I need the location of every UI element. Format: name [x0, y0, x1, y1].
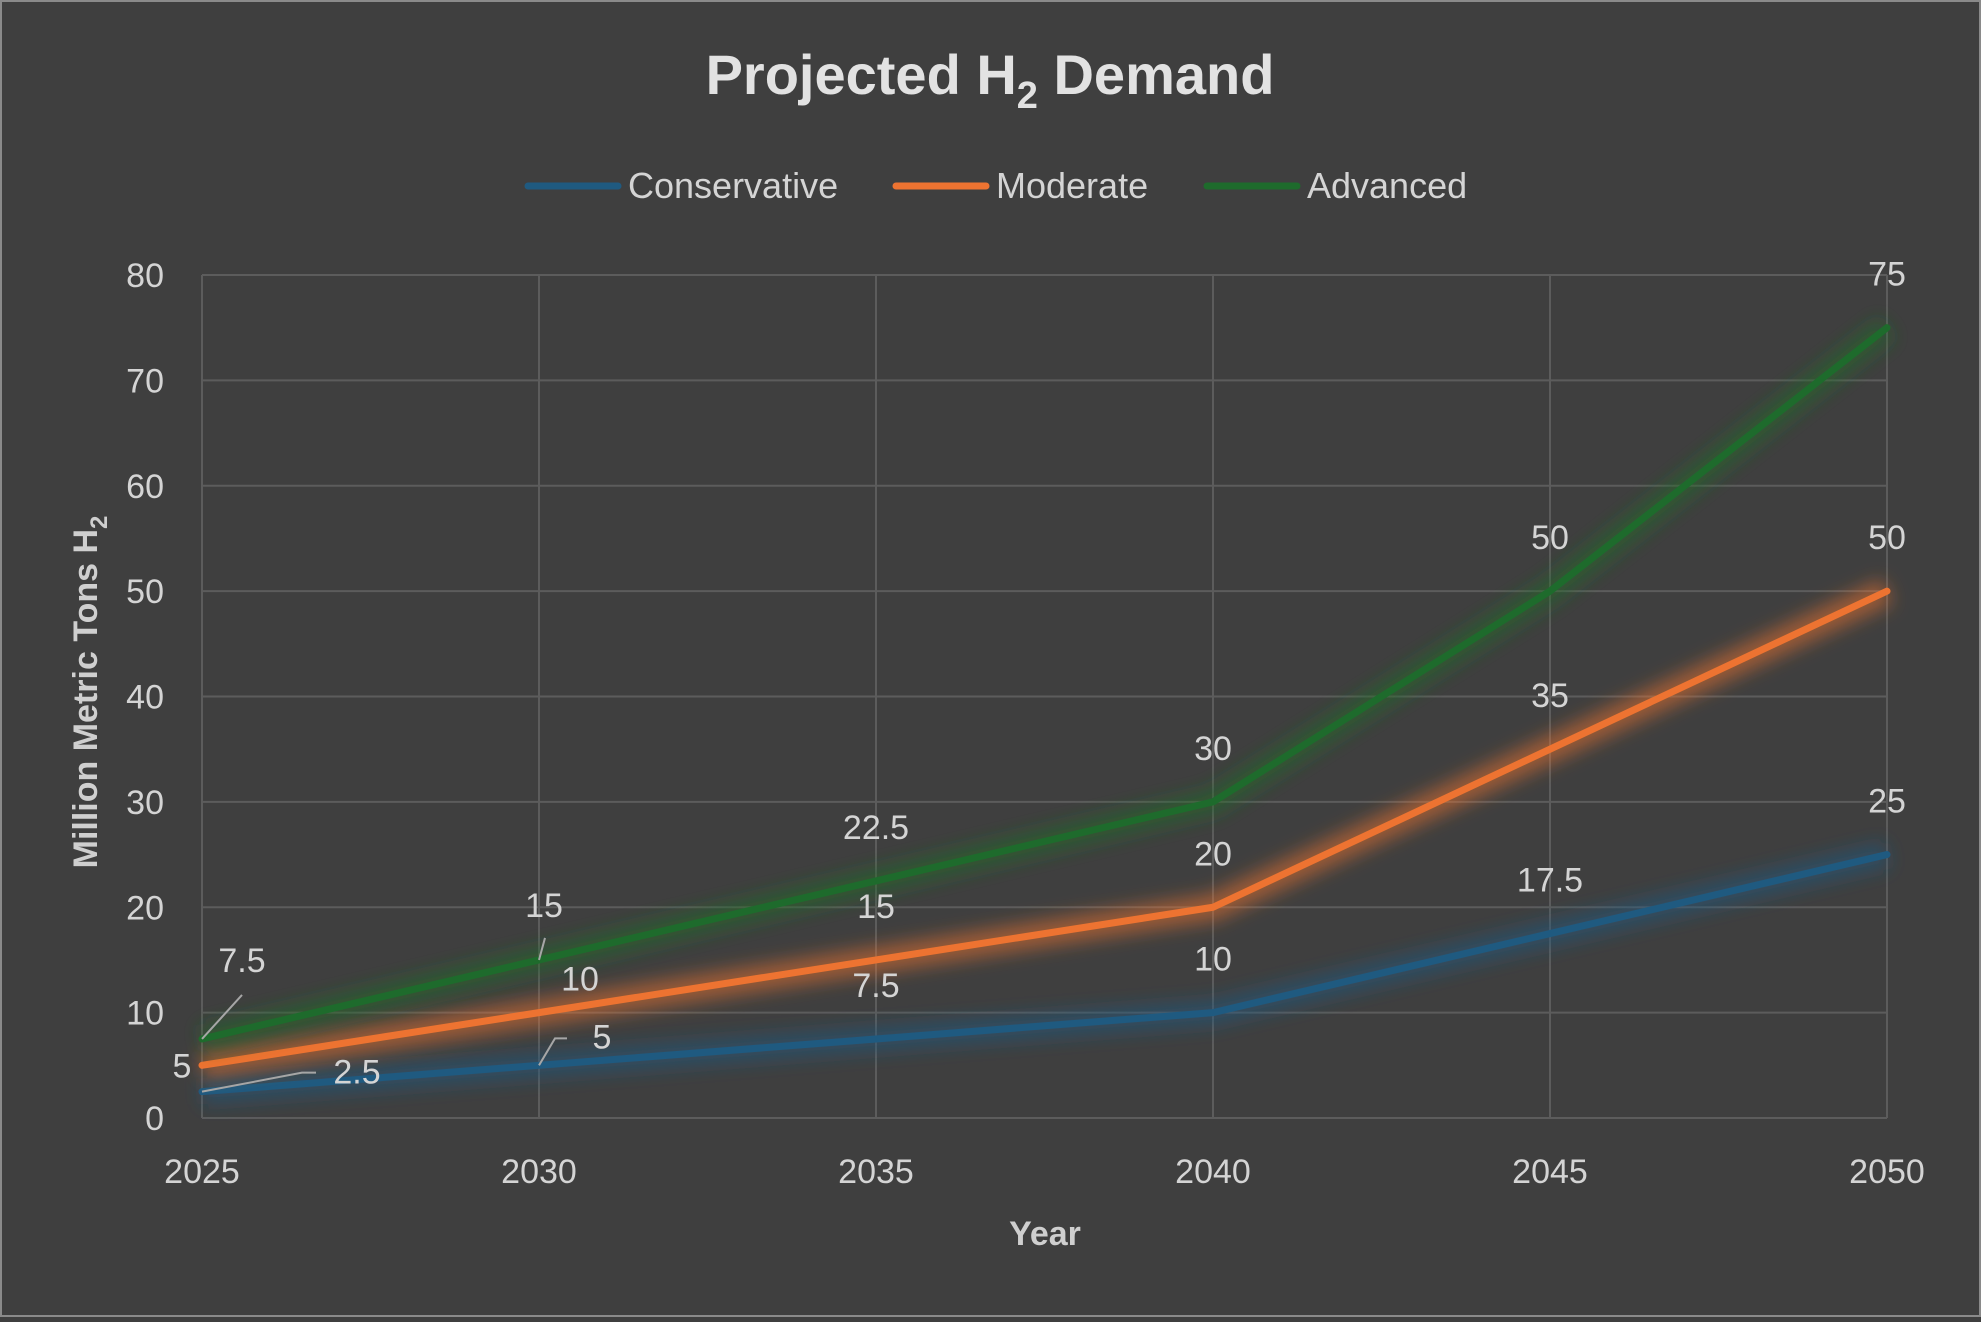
y-tick-label: 50 [126, 573, 164, 611]
x-tick-label: 2045 [1512, 1153, 1588, 1191]
label-leader-lines [201, 937, 567, 1093]
legend-label-moderate: Moderate [996, 165, 1148, 206]
data-label-advanced: 75 [1868, 256, 1906, 294]
data-label-conservative: 25 [1868, 783, 1906, 821]
data-label-moderate: 5 [173, 1047, 192, 1085]
data-label-moderate: 15 [857, 888, 895, 926]
chart-title-subscript: 2 [1017, 75, 1038, 117]
data-label-conservative: 5 [593, 1018, 612, 1056]
chart-title-main: Projected H [706, 43, 1017, 106]
data-label-conservative: 10 [1194, 941, 1232, 979]
chart-title: Projected H2 Demand [706, 43, 1275, 117]
series-line-moderate [198, 587, 1891, 1069]
data-label-moderate: 50 [1868, 519, 1906, 557]
y-tick-label: 60 [126, 468, 164, 506]
series-lines [198, 317, 1896, 1105]
data-label-advanced: 50 [1531, 519, 1569, 557]
y-tick-label: 0 [145, 1100, 164, 1138]
y-tick-label: 80 [126, 257, 164, 295]
y-axis-title: Million Metric Tons H2 [67, 516, 113, 869]
y-tick-label: 20 [126, 889, 164, 927]
leader-line [201, 994, 243, 1040]
data-label-advanced: 15 [525, 887, 563, 925]
leader-line [538, 937, 546, 961]
y-tick-label: 40 [126, 679, 164, 717]
x-tick-label: 2035 [838, 1153, 914, 1191]
data-labels: 2.5 5 7.5 10 17.5 25 5 10 15 20 35 50 7.5 15 22.5 30 50 7… [173, 256, 1906, 1092]
data-label-moderate: 20 [1194, 835, 1232, 873]
data-label-advanced: 30 [1194, 730, 1232, 768]
x-tick-label: 2050 [1849, 1153, 1925, 1191]
legend-label-conservative: Conservative [628, 165, 838, 206]
chart-title-suffix: Demand [1038, 43, 1275, 106]
data-label-moderate: 35 [1531, 677, 1569, 715]
x-tick-label: 2025 [164, 1153, 240, 1191]
series-line-advanced [198, 324, 1891, 1043]
y-axis-title-subscript: 2 [86, 516, 113, 529]
y-axis-ticks: 0 10 20 30 40 50 60 70 80 [126, 257, 164, 1138]
data-label-conservative: 7.5 [852, 967, 899, 1005]
leader-line [201, 1071, 316, 1093]
data-label-advanced: 22.5 [843, 809, 909, 847]
data-label-moderate: 10 [561, 961, 599, 999]
x-axis-title: Year [1009, 1215, 1081, 1253]
data-label-advanced: 7.5 [218, 942, 265, 980]
y-tick-label: 10 [126, 995, 164, 1033]
leader-line [538, 1037, 567, 1066]
data-label-conservative: 17.5 [1517, 862, 1583, 900]
x-tick-label: 2030 [501, 1153, 577, 1191]
data-label-conservative: 2.5 [333, 1054, 380, 1092]
y-tick-label: 30 [126, 784, 164, 822]
x-tick-label: 2040 [1175, 1153, 1251, 1191]
y-tick-label: 70 [126, 362, 164, 400]
y-axis-title-main: Million Metric Tons H [67, 529, 105, 868]
legend-label-advanced: Advanced [1307, 165, 1467, 206]
series-line-conservative [198, 851, 1891, 1096]
legend: Conservative Moderate Advanced [524, 165, 1467, 206]
x-axis-ticks: 2025 2030 2035 2040 2045 2050 [164, 1153, 1925, 1191]
